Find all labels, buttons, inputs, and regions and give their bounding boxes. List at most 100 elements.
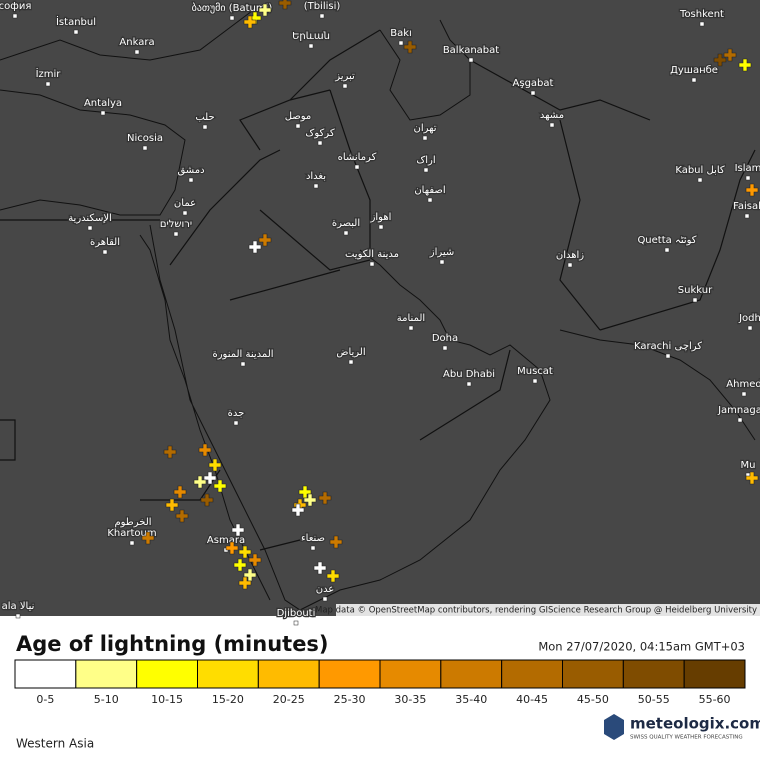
lightning-strike	[165, 498, 179, 512]
place-label: موصل	[285, 111, 312, 122]
place-label: تهران	[413, 123, 436, 134]
lightning-strike	[329, 535, 343, 549]
place-label: Nicosia	[127, 133, 163, 144]
legend-label: 50-55	[638, 693, 670, 706]
place-dot	[102, 249, 108, 255]
place-label: Mu	[741, 460, 756, 471]
lightning-strike	[203, 471, 217, 485]
place-dot	[745, 175, 751, 181]
legend-swatch	[136, 659, 199, 689]
legend-label: 30-35	[394, 693, 426, 706]
place-dot	[12, 13, 18, 19]
legend-label: 15-20	[212, 693, 244, 706]
place-label: اراک	[416, 155, 435, 166]
place-label: القاهرة	[90, 237, 120, 248]
place-dot	[202, 124, 208, 130]
place-dot	[422, 135, 428, 141]
place-dot	[293, 620, 299, 626]
place-dot	[398, 40, 404, 46]
legend-swatch	[562, 659, 624, 689]
legend-scale: 0-5 5-10 10-15 15-20 20-25 25-30 30-35 35-40 40-…	[14, 659, 746, 706]
legend-label: 5-10	[94, 693, 119, 706]
lightning-strike	[318, 491, 332, 505]
place-label: الخرطوم	[114, 517, 151, 528]
place-dot	[240, 361, 246, 367]
place-label: ירושלים	[160, 219, 192, 230]
place-label: Faisal	[733, 201, 760, 212]
attribution-bg	[336, 604, 760, 616]
place-label: Muscat	[517, 366, 553, 377]
legend-swatch	[622, 659, 685, 689]
legend-label: 35-40	[455, 693, 487, 706]
brand-tagline: SWISS QUALITY WEATHER FORECASTING	[630, 735, 743, 741]
lightning-strike	[193, 475, 207, 489]
attribution: Map data © OpenStreetMap contributors, r…	[315, 606, 757, 616]
lightning-strike	[313, 561, 327, 575]
legend-swatch	[14, 659, 77, 689]
place-label: софия	[0, 1, 31, 12]
lightning-strike	[248, 553, 262, 567]
place-label: بغداد	[306, 171, 326, 182]
lightning-strike	[225, 541, 239, 555]
place-label: Ahmed	[726, 379, 760, 390]
place-dot	[45, 81, 51, 87]
place-label: Jamnaga	[717, 405, 760, 416]
place-dot	[468, 57, 474, 63]
place-dot	[308, 43, 314, 49]
place-dot	[664, 247, 670, 253]
lightning-strike	[198, 443, 212, 457]
place-dot	[229, 15, 235, 21]
place-label: Ankara	[119, 37, 154, 48]
lightning-strike	[723, 48, 737, 62]
place-label: Doha	[432, 333, 458, 344]
place-dot	[319, 13, 325, 19]
legend-label: 10-15	[151, 693, 183, 706]
legend-swatch	[318, 659, 381, 689]
legend-swatch	[501, 659, 563, 689]
place-label: İzmir	[36, 67, 62, 80]
legend-title: Age of lightning (minutes)	[16, 632, 329, 656]
place-label: صنعاء	[301, 533, 325, 544]
lightning-strike	[278, 0, 292, 10]
place-label: عدن	[316, 584, 335, 595]
lightning-strike	[745, 183, 759, 197]
place-label: Balkanabat	[443, 45, 499, 56]
legend-label: 20-25	[273, 693, 305, 706]
place-label: دمشق	[177, 165, 204, 176]
place-dot	[354, 164, 360, 170]
place-label: المنامة	[397, 313, 425, 324]
place-label: المدينة المنورة	[212, 349, 273, 360]
legend-swatch	[257, 659, 320, 689]
place-label: الإسكندرية	[68, 213, 112, 224]
place-label: Toshkent	[679, 9, 724, 20]
brand-logo	[604, 714, 624, 740]
place-dot	[313, 183, 319, 189]
legend-label: 55-60	[699, 693, 731, 706]
place-label: Karachi کراچی	[634, 341, 702, 352]
place-label: Jodh	[738, 313, 760, 324]
place-label: Antalya	[84, 98, 122, 109]
place-labels: софия İstanbul Ankara İzmir Antalya Nicosia ბა…	[0, 0, 760, 626]
lightning-strike	[175, 509, 189, 523]
lightning-strike	[213, 479, 227, 493]
lightning-strike	[141, 531, 155, 545]
lightning-strike	[713, 53, 727, 67]
border	[0, 29, 756, 551]
legend-swatch	[197, 659, 259, 689]
place-dot	[15, 613, 21, 619]
legend-swatch	[440, 659, 503, 689]
coastline	[139, 224, 551, 611]
place-label: زاهدان	[556, 250, 584, 261]
caspian-coast	[379, 19, 471, 121]
map-background	[0, 0, 760, 616]
lightning-strike	[745, 471, 759, 485]
place-dot	[439, 259, 445, 265]
lightning-strike	[738, 58, 752, 72]
lightning-strike	[238, 545, 252, 559]
place-dot	[130, 529, 136, 535]
legend-swatch	[379, 659, 442, 689]
place-dot	[466, 381, 472, 387]
place-dot	[317, 140, 323, 146]
place-label: کرکوک	[305, 128, 334, 139]
